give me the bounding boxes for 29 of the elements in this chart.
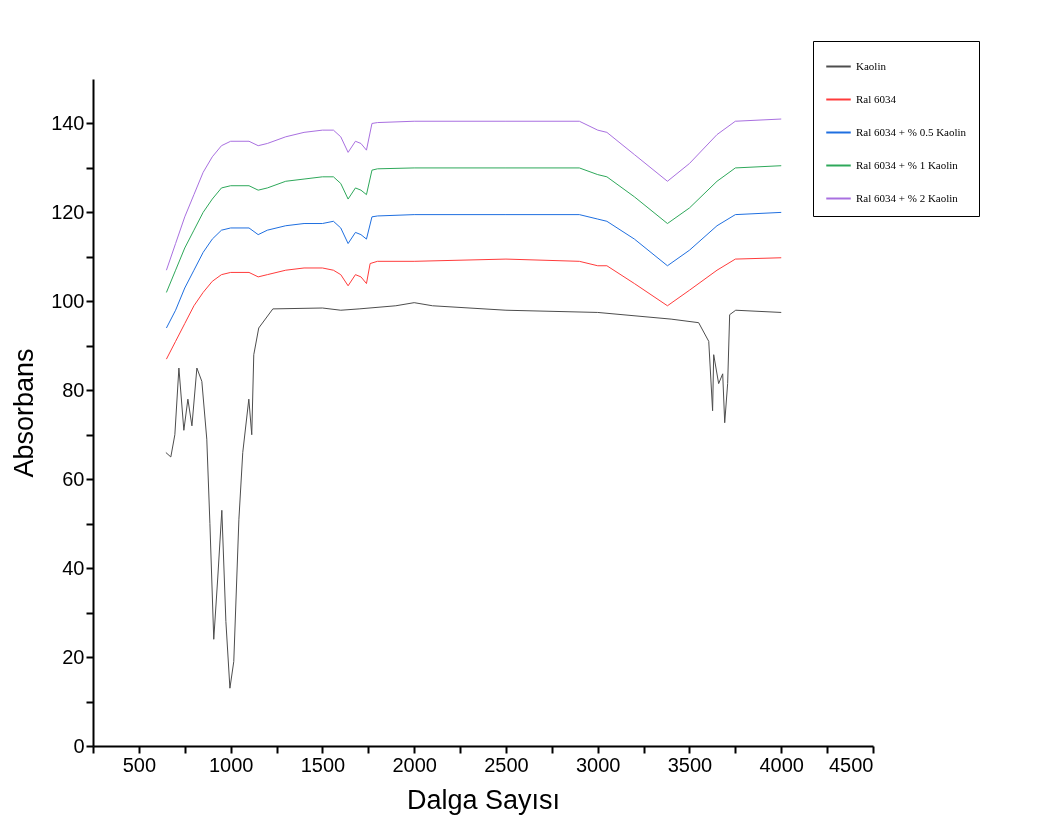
x-tick-label: 3500	[667, 753, 713, 776]
x-axis-title: Dalga Sayısı	[406, 784, 561, 815]
x-tick-label: 4500	[829, 753, 874, 776]
x-tick-label: 500	[122, 753, 157, 776]
legend-label: Ral 6034 + % 0.5 Kaolin	[856, 125, 967, 138]
x-tick-label: 1000	[208, 753, 254, 776]
y-tick-label: 0	[73, 734, 85, 757]
line-series	[165, 257, 782, 360]
line-series	[165, 302, 782, 689]
y-tick-label: 140	[51, 111, 85, 134]
y-tick-label: 40	[62, 556, 85, 579]
line-series	[165, 165, 782, 293]
y-axis-title: Absorbans	[9, 348, 40, 478]
y-tick-label: 80	[62, 378, 85, 401]
line-series	[165, 118, 782, 271]
x-tick-label: 4000	[759, 753, 804, 776]
legend-label: Kaolin	[856, 59, 887, 72]
x-tick-label: 3000	[575, 753, 621, 776]
y-tick-label: 60	[62, 467, 85, 490]
x-tick-label: 1500	[300, 753, 346, 776]
x-tick-label: 2000	[392, 753, 437, 776]
y-tick-label: 120	[51, 200, 85, 223]
legend-label: Ral 6034	[856, 92, 897, 105]
legend-label: Ral 6034 + % 2 Kaolin	[856, 191, 959, 204]
y-tick-label: 20	[62, 645, 85, 668]
x-tick-label: 2500	[484, 753, 529, 776]
line-series	[165, 211, 782, 329]
legend-label: Ral 6034 + % 1 Kaolin	[856, 158, 959, 171]
y-tick-label: 100	[51, 289, 85, 312]
